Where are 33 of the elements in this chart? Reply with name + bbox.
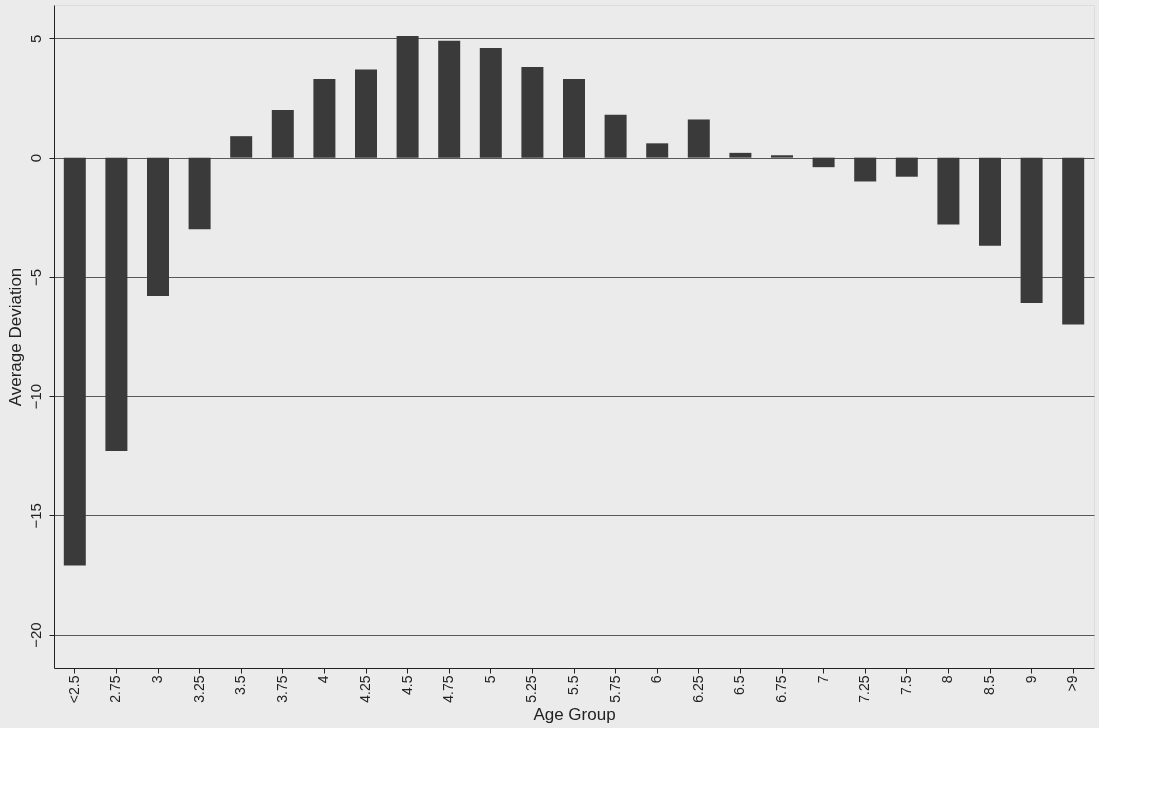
x-tick-label: 6	[648, 675, 665, 684]
x-tick-label: 6.25	[689, 675, 706, 703]
x-tick-label: 5.75	[606, 675, 623, 703]
x-tick-label: 8	[939, 675, 956, 684]
x-tick-label: 8.5	[981, 675, 997, 695]
x-tick-label: 5	[481, 675, 498, 684]
x-tick-label: 4	[315, 675, 332, 684]
y-tick-label: −10	[26, 383, 44, 410]
x-tick-label: 6.5	[731, 675, 748, 695]
x-tick-label: 3.5	[232, 675, 249, 695]
x-tick-label: 5.5	[565, 675, 581, 695]
x-tick-label: 3	[149, 675, 165, 684]
y-tick-label: −5	[26, 268, 44, 286]
x-tick-label: 7.5	[897, 675, 914, 695]
y-tick-label: 5	[26, 34, 44, 44]
y-axis-title: Average Deviation	[5, 267, 25, 407]
y-tick-label: −15	[26, 503, 44, 529]
x-tick-label: 4.5	[398, 675, 415, 695]
x-tick-label: 6.75	[773, 675, 789, 703]
y-tick-label: 0	[26, 153, 44, 163]
x-tick-label: 3.75	[273, 675, 290, 703]
x-tick-label: 4.25	[357, 675, 373, 703]
x-tick-label: 4.75	[440, 675, 457, 703]
x-tick-label: >9	[1064, 675, 1081, 692]
x-tick-label: <2.5	[65, 675, 82, 704]
x-axis-title: Age Group	[533, 705, 616, 725]
x-tick-label: 2.75	[107, 675, 124, 703]
x-tick-label: 7	[814, 675, 831, 684]
x-tick-label: 5.25	[523, 675, 540, 703]
x-tick-label: 9	[1022, 675, 1039, 684]
x-tick-label: 3.25	[190, 675, 207, 703]
y-tick-label: −20	[26, 622, 44, 648]
x-tick-label: 7.25	[856, 675, 873, 703]
